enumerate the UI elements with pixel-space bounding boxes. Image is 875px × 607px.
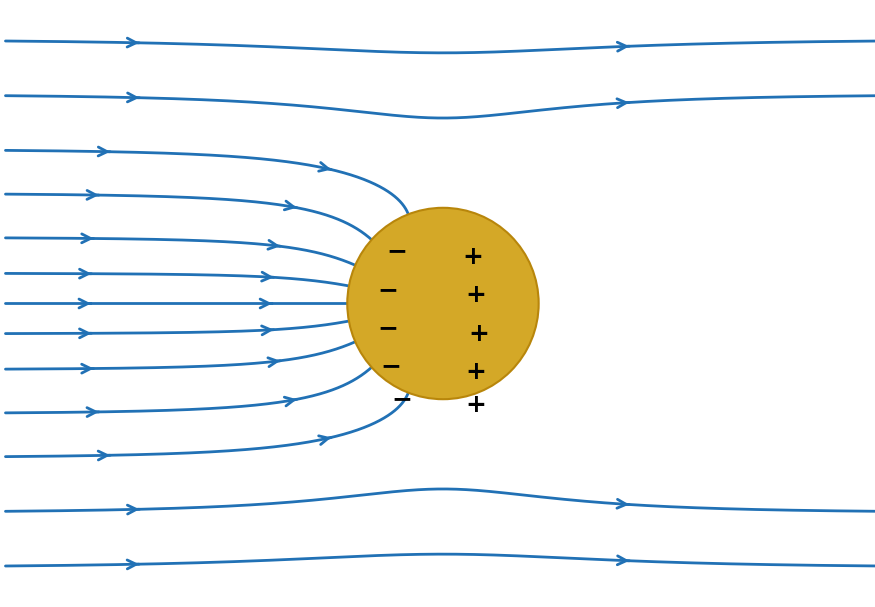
Text: +: + — [466, 393, 486, 416]
Text: −: − — [378, 316, 399, 340]
Text: +: + — [466, 283, 486, 307]
Text: −: − — [381, 354, 402, 378]
Circle shape — [347, 208, 539, 399]
Text: −: − — [391, 387, 412, 411]
Text: +: + — [466, 360, 486, 384]
Text: −: − — [378, 278, 399, 302]
Text: +: + — [468, 322, 489, 345]
Text: −: − — [386, 240, 407, 263]
Text: +: + — [463, 245, 484, 269]
